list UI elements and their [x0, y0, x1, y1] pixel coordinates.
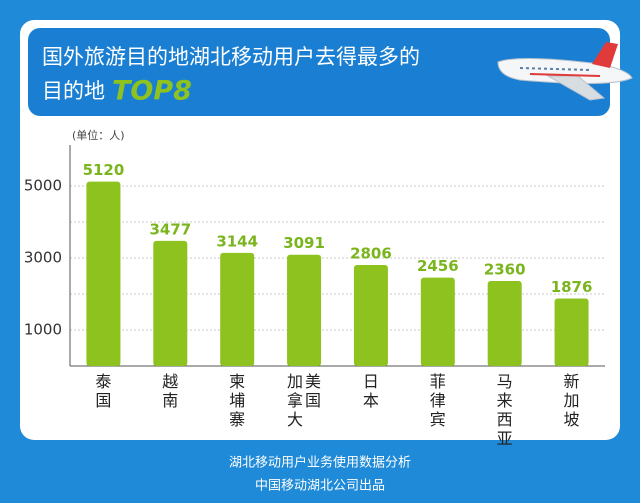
chart-title: 国外旅游目的地湖北移动用户去得最多的 — [42, 45, 420, 69]
x-tick-label: 加拿大美国 — [287, 372, 321, 429]
chart-title: 目的地 — [42, 79, 105, 103]
y-tick-label: 1000 — [24, 321, 62, 339]
airplane — [497, 42, 633, 101]
value-label: 1876 — [551, 278, 593, 296]
value-label: 2806 — [350, 244, 392, 262]
chart-title-highlight: TOP8 — [112, 76, 192, 107]
x-tick-label: 马来西亚 — [497, 372, 513, 448]
value-label: 2456 — [417, 257, 459, 275]
bar — [153, 240, 188, 366]
x-tick-label: 泰国 — [95, 372, 111, 410]
bar — [554, 298, 589, 366]
footer: 湖北移动用户业务使用数据分析 — [229, 455, 411, 471]
bar — [487, 281, 522, 366]
bar — [220, 252, 255, 366]
value-label: 5120 — [83, 161, 125, 179]
y-tick-label: 5000 — [24, 177, 62, 195]
unit-label: (单位：人) — [72, 128, 125, 142]
x-tick-label: 日本 — [363, 372, 379, 410]
x-tick-label: 柬埔寨 — [229, 372, 245, 429]
x-tick-label: 菲律宾 — [430, 372, 446, 429]
value-label: 3477 — [149, 220, 191, 238]
title-banner — [28, 28, 610, 116]
x-tick-label: 越南 — [162, 372, 178, 410]
x-tick-label: 新加坡 — [564, 372, 580, 429]
bar — [287, 254, 322, 366]
value-label: 3091 — [283, 234, 325, 252]
bar — [420, 277, 455, 366]
bar — [353, 264, 388, 366]
value-label: 2360 — [484, 261, 526, 279]
y-tick-label: 3000 — [24, 249, 62, 267]
bar — [86, 181, 121, 366]
footer: 中国移动湖北公司出品 — [255, 479, 385, 494]
value-label: 3144 — [216, 232, 258, 250]
